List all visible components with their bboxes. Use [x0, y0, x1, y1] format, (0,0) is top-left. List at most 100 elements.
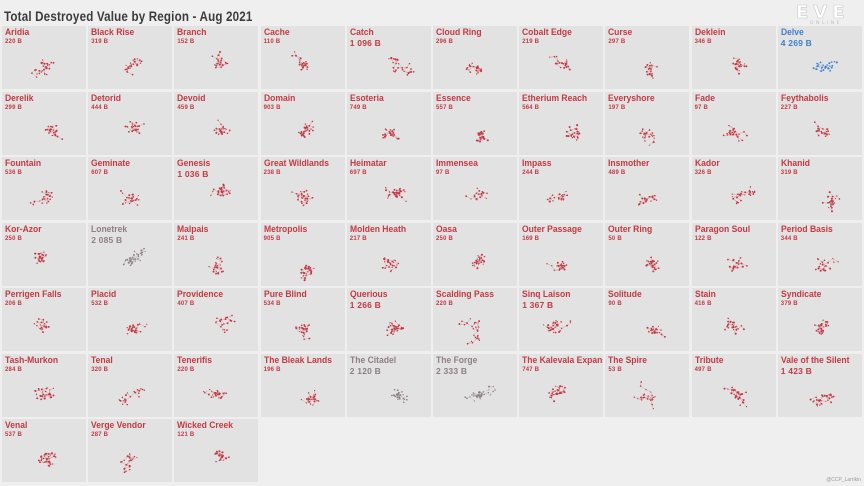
system-dot [481, 191, 484, 193]
system-dot [50, 61, 52, 64]
system-dot [652, 135, 654, 137]
system-dot [137, 253, 140, 256]
system-dot [387, 197, 389, 199]
jump-link [391, 134, 398, 139]
system-dot [549, 197, 552, 200]
system-dot [123, 262, 125, 265]
system-dot [224, 127, 227, 129]
system-dot [136, 130, 138, 133]
system-dot [212, 190, 214, 192]
system-dot [305, 202, 308, 205]
system-dot [220, 325, 223, 328]
system-dot [212, 393, 214, 395]
system-dot [820, 70, 822, 73]
system-dot [212, 270, 215, 273]
region-value: 227 B [780, 104, 798, 111]
system-dot [737, 132, 740, 135]
system-dot [480, 70, 483, 73]
system-dot [818, 265, 821, 267]
system-dot [383, 132, 386, 135]
system-dot [220, 194, 222, 197]
system-dot [294, 54, 297, 57]
jump-link [727, 258, 733, 261]
system-dot [483, 129, 486, 132]
system-dot [41, 328, 44, 330]
system-dot [738, 58, 740, 61]
system-dot [556, 261, 559, 264]
system-dot [43, 62, 46, 65]
system-dot [51, 196, 53, 198]
system-dot [47, 325, 50, 328]
system-dot [404, 191, 406, 193]
system-dot [305, 68, 308, 71]
region-map [722, 124, 748, 142]
system-dot [734, 133, 738, 136]
system-dot [653, 328, 655, 330]
region-name: Etherium Reach [522, 92, 588, 104]
system-dot [652, 196, 654, 199]
system-dot [214, 128, 216, 131]
system-dot [819, 269, 822, 272]
system-dot [126, 326, 129, 329]
jump-link [44, 198, 49, 202]
system-dot [384, 189, 387, 192]
region-value: 299 B [5, 104, 23, 111]
jump-link [40, 322, 46, 327]
region-tile: Heimatar 697 B [346, 157, 431, 220]
jump-link [551, 393, 556, 398]
system-dot [737, 202, 739, 204]
region-map [633, 380, 657, 409]
jump-link [302, 201, 308, 206]
jump-link [647, 196, 654, 200]
jump-link [301, 268, 307, 274]
system-dot [387, 195, 389, 197]
system-dot [46, 197, 49, 200]
system-dot [382, 136, 384, 139]
system-dot [46, 459, 48, 461]
system-dot [739, 63, 742, 66]
region-value: 244 B [522, 170, 540, 176]
system-dot [231, 314, 234, 317]
system-dot [481, 258, 484, 261]
system-dot [395, 58, 398, 61]
system-dot [566, 194, 569, 197]
system-dot [391, 263, 394, 266]
system-dot [398, 397, 401, 400]
system-dot [475, 262, 478, 265]
system-dot [478, 190, 481, 192]
system-dot [45, 73, 48, 76]
system-dot [139, 62, 142, 64]
system-dot [300, 276, 302, 278]
system-dot [305, 330, 308, 333]
system-dot [466, 342, 469, 345]
system-dot [654, 330, 656, 333]
system-dot [300, 200, 303, 203]
system-dot [119, 399, 122, 402]
region-tile: Derelik 299 B [2, 91, 86, 155]
system-dot [392, 324, 395, 327]
system-dot [743, 63, 745, 65]
system-dot [43, 453, 46, 456]
region-map [645, 256, 660, 272]
system-dot [835, 61, 838, 64]
system-dot [40, 455, 42, 457]
region-name: Stain [694, 289, 716, 300]
region-map [203, 388, 228, 399]
system-dot [215, 131, 218, 134]
system-dot [392, 393, 395, 396]
system-dot [652, 325, 655, 328]
region-value: 97 B [436, 170, 450, 176]
system-dot [393, 188, 396, 191]
system-dot [49, 454, 52, 456]
system-dot [123, 471, 126, 474]
jump-link [221, 63, 227, 68]
region-name: Derelik [5, 92, 34, 104]
jump-link [302, 61, 306, 67]
system-dot [642, 201, 645, 205]
system-dot [651, 394, 654, 396]
system-dot [392, 61, 394, 64]
system-dot [825, 130, 827, 132]
region-value: 152 B [177, 39, 195, 45]
system-dot [735, 202, 737, 205]
system-dot [463, 323, 466, 326]
